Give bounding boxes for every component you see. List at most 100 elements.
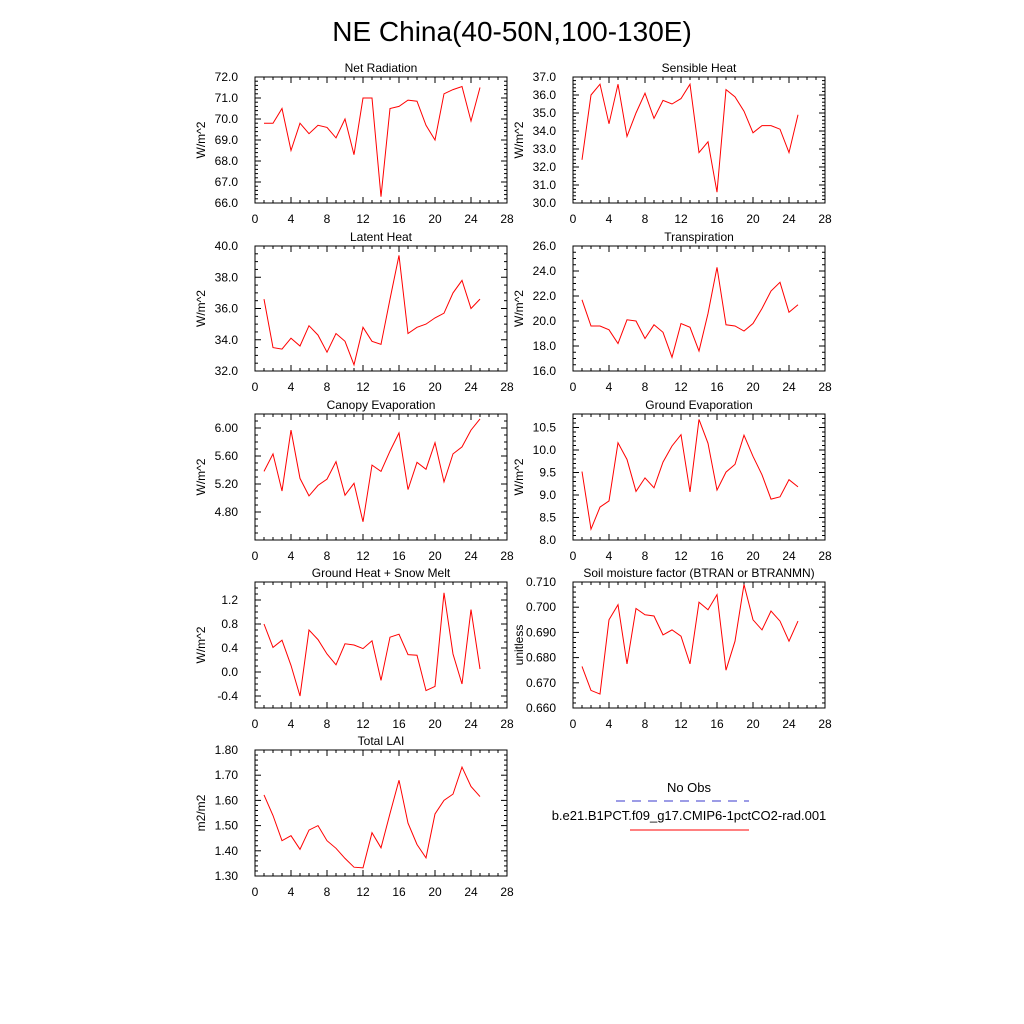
x-tick-label: 24 (782, 549, 796, 563)
series-line (581, 419, 799, 532)
y-tick-label: 34.0 (215, 333, 239, 347)
y-tick-label: 33.0 (533, 142, 557, 156)
y-tick-label: 24.0 (533, 264, 557, 278)
x-tick-label: 4 (288, 380, 295, 394)
x-tick-label: 12 (356, 380, 370, 394)
x-tick-label: 4 (288, 549, 295, 563)
x-tick-label: 8 (642, 549, 649, 563)
x-tick-label: 24 (464, 212, 478, 226)
x-tick-label: 12 (356, 717, 370, 731)
x-tick-label: 28 (818, 380, 832, 394)
x-tick-label: 4 (606, 717, 613, 731)
y-tick-label: 9.5 (539, 466, 556, 480)
series-line (264, 85, 481, 197)
x-tick-label: 28 (818, 212, 832, 226)
x-tick-label: 20 (746, 717, 760, 731)
y-tick-label: 31.0 (533, 178, 557, 192)
x-tick-label: 8 (324, 885, 331, 899)
y-tick-label: 5.20 (215, 477, 239, 491)
x-tick-label: 28 (818, 549, 832, 563)
y-tick-label: -0.4 (217, 689, 238, 703)
x-tick-label: 16 (392, 212, 406, 226)
panels: Net Radiation 0 4 8 12 16 20 24 28 66.0 67.0 68.0 69… (194, 61, 832, 899)
x-tick-label: 8 (642, 380, 649, 394)
y-tick-label: 67.0 (215, 175, 239, 189)
x-tick-label: 12 (674, 380, 688, 394)
plot-frame (254, 749, 508, 877)
y-tick-label: 6.00 (215, 421, 239, 435)
plot-frame (254, 76, 508, 204)
x-tick-label: 20 (746, 212, 760, 226)
y-tick-label: 9.0 (539, 488, 556, 502)
x-tick-label: 12 (674, 549, 688, 563)
y-axis-label: W/m^2 (512, 121, 526, 158)
x-tick-label: 16 (710, 212, 724, 226)
panel-latent-heat: Latent Heat 0 4 8 12 16 20 24 28 32.0 34.0 36.0 38.0… (194, 230, 514, 394)
series-line (581, 267, 799, 359)
y-tick-label: 1.40 (215, 844, 239, 858)
plot-frame (254, 245, 508, 372)
x-tick-label: 16 (392, 549, 406, 563)
x-tick-label: 24 (782, 380, 796, 394)
y-tick-label: 66.0 (215, 196, 239, 210)
x-tick-label: 20 (428, 380, 442, 394)
x-tick-label: 4 (606, 549, 613, 563)
x-tick-label: 16 (392, 717, 406, 731)
y-tick-label: 0.8 (221, 617, 238, 631)
series-line (263, 255, 481, 367)
x-tick-label: 24 (464, 549, 478, 563)
panel-title: Canopy Evaporation (327, 398, 436, 412)
x-tick-label: 20 (428, 549, 442, 563)
figure-title: NE China(40-50N,100-130E) (332, 16, 692, 47)
x-tick-label: 16 (710, 549, 724, 563)
panel-total-lai: Total LAI 0 4 8 12 16 20 24 28 1.30 1.40 1.50 1.60 1.… (194, 734, 514, 899)
y-tick-label: 0.660 (526, 701, 556, 715)
x-tick-label: 0 (252, 717, 259, 731)
x-tick-label: 0 (570, 549, 577, 563)
series-line (263, 592, 481, 697)
x-tick-label: 24 (464, 717, 478, 731)
y-tick-label: 72.0 (215, 70, 239, 84)
y-tick-label: 0.700 (526, 600, 556, 614)
y-axis-label: W/m^2 (194, 626, 208, 663)
y-tick-label: 36.0 (215, 302, 239, 316)
x-tick-label: 8 (324, 380, 331, 394)
x-tick-label: 8 (324, 212, 331, 226)
y-axis-label: W/m^2 (194, 121, 208, 158)
x-tick-label: 28 (818, 717, 832, 731)
y-tick-label: 71.0 (215, 91, 239, 105)
x-tick-label: 16 (710, 380, 724, 394)
x-tick-label: 12 (674, 212, 688, 226)
panel-net-radiation: Net Radiation 0 4 8 12 16 20 24 28 66.0 67.0 68.0 69… (194, 61, 514, 226)
x-tick-label: 16 (392, 885, 406, 899)
x-tick-label: 24 (782, 717, 796, 731)
panel-title: Sensible Heat (662, 61, 737, 75)
y-tick-label: 5.60 (215, 449, 239, 463)
x-tick-label: 24 (782, 212, 796, 226)
y-tick-label: 8.0 (539, 533, 556, 547)
plot-frame (572, 76, 826, 204)
y-tick-label: 1.70 (215, 768, 239, 782)
x-tick-label: 24 (464, 885, 478, 899)
y-tick-label: 34.0 (533, 124, 557, 138)
x-tick-label: 20 (746, 549, 760, 563)
y-axis-label: W/m^2 (194, 458, 208, 495)
y-tick-label: 36.0 (533, 88, 557, 102)
x-tick-label: 4 (606, 380, 613, 394)
x-tick-label: 4 (288, 885, 295, 899)
y-tick-label: 22.0 (533, 289, 557, 303)
legend-label-model: b.e21.B1PCT.f09_g17.CMIP6-1pctCO2-rad.00… (552, 808, 827, 823)
x-tick-label: 8 (642, 212, 649, 226)
x-tick-label: 20 (428, 717, 442, 731)
panel-sensible-heat: Sensible Heat 0 4 8 12 16 20 24 28 30.0 31.0 32.0 33… (512, 61, 832, 226)
y-tick-label: 0.710 (526, 575, 556, 589)
x-tick-label: 8 (642, 717, 649, 731)
x-tick-label: 4 (606, 212, 613, 226)
plot-frame (572, 413, 826, 541)
y-tick-label: 35.0 (533, 106, 557, 120)
plot-frame (572, 581, 826, 709)
series-line (263, 765, 481, 869)
y-tick-label: 1.60 (215, 793, 239, 807)
x-tick-label: 20 (428, 885, 442, 899)
panel-title: Ground Heat + Snow Melt (312, 566, 451, 580)
